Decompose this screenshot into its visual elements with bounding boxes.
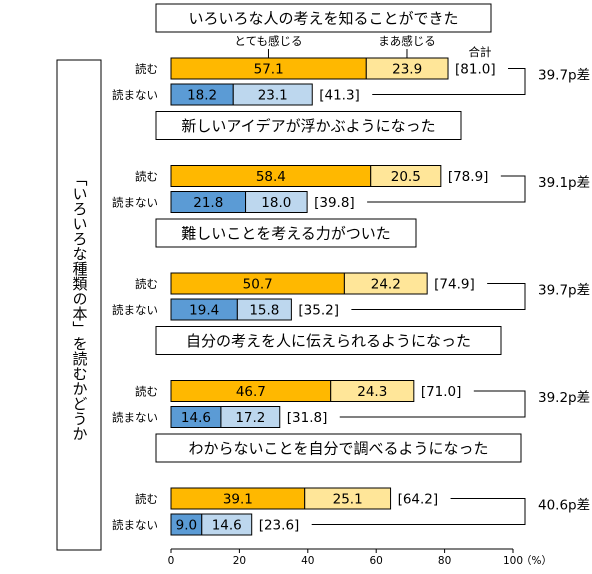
group-title: 難しいことを考える力がついた <box>181 225 391 243</box>
total-label-not_read: [23.6] <box>259 518 300 534</box>
bar-read-mild <box>330 380 415 402</box>
data-label-not_read-mild: 15.8 <box>249 303 279 319</box>
diff-label: 40.6p差 <box>538 498 590 514</box>
diff-label: 39.1p差 <box>538 175 590 191</box>
diff-bracket <box>339 390 526 418</box>
data-label-not_read-strong: 18.2 <box>187 88 217 104</box>
data-label-read-strong: 50.7 <box>243 277 273 293</box>
total-label-not_read: [39.8] <box>314 195 355 211</box>
data-label-not_read-mild: 23.1 <box>258 88 288 104</box>
x-unit-label: （%） <box>521 555 552 567</box>
total-label-not_read: [31.8] <box>287 410 328 426</box>
group-title: 新しいアイデアが浮かぶようになった <box>181 117 435 135</box>
row-label-read: 読む <box>135 385 158 399</box>
bar-read-mild <box>370 165 442 187</box>
data-label-not_read-mild: 17.2 <box>235 410 265 426</box>
total-label-read: [78.9] <box>448 169 489 185</box>
data-label-not_read-strong: 19.4 <box>189 303 219 319</box>
bar-not_read-mild <box>220 406 281 428</box>
group-title-box <box>155 326 502 355</box>
group-title-box <box>155 111 462 140</box>
bar-not_read-mild <box>245 191 308 213</box>
data-label-not_read-strong: 21.8 <box>193 195 223 211</box>
row-label-read: 読む <box>135 62 158 76</box>
total-label-not_read: [35.2] <box>298 303 339 319</box>
x-tick-label: 60 <box>370 555 383 567</box>
data-label-not_read-strong: 14.6 <box>181 410 211 426</box>
x-tick-label: 80 <box>438 555 451 567</box>
legend-total: 合計 <box>469 45 492 59</box>
row-label-not_read: 読まない <box>112 303 158 317</box>
legend-mild: まあ感じる <box>378 34 436 48</box>
data-label-not_read-strong: 9.0 <box>176 518 197 534</box>
total-label-not_read: [41.3] <box>319 88 360 104</box>
legend-strong: とても感じる <box>234 34 302 48</box>
x-tick-label: 20 <box>233 555 246 567</box>
total-label-read: [81.0] <box>455 62 496 78</box>
row-label-read: 読む <box>135 277 158 291</box>
bar-read-mild <box>365 57 449 80</box>
bar-read-mild <box>343 272 428 295</box>
total-label-read: [74.9] <box>434 277 475 293</box>
bar-not_read-mild <box>236 298 292 321</box>
data-label-read-strong: 39.1 <box>223 492 253 508</box>
row-label-not_read: 読まない <box>112 518 158 532</box>
data-label-read-strong: 58.4 <box>256 169 286 185</box>
diff-bracket <box>351 283 526 310</box>
row-label-read: 読む <box>135 492 158 506</box>
bar-read-mild <box>304 487 392 510</box>
x-tick-label: 40 <box>301 555 314 567</box>
group-title-box <box>155 433 522 463</box>
diff-bracket <box>367 175 526 203</box>
side-label: 「いろいろな種類の本」を読むかどうか <box>71 171 89 441</box>
group-title-box <box>155 218 417 248</box>
group-title: 自分の考えを人に伝えられるようになった <box>186 332 471 350</box>
row-label-not_read: 読まない <box>112 196 158 210</box>
data-label-not_read-mild: 14.6 <box>212 518 242 534</box>
group-title: わからないことを自分で調べるようになった <box>188 440 488 458</box>
data-label-read-strong: 57.1 <box>254 62 284 78</box>
diff-bracket <box>372 68 526 95</box>
data-label-read-mild: 23.9 <box>392 62 422 78</box>
data-label-read-mild: 20.5 <box>391 169 421 185</box>
data-label-read-strong: 46.7 <box>236 384 266 400</box>
diff-label: 39.7p差 <box>538 283 590 299</box>
row-label-not_read: 読まない <box>112 411 158 425</box>
data-label-read-mild: 24.2 <box>371 277 401 293</box>
x-tick-label: 0 <box>168 555 175 567</box>
data-label-read-mild: 24.3 <box>357 384 387 400</box>
row-label-read: 読む <box>135 170 158 184</box>
diff-label: 39.2p差 <box>538 390 590 406</box>
data-label-not_read-mild: 18.0 <box>261 195 291 211</box>
group-title: いろいろな人の考えを知ることができた <box>188 10 458 28</box>
bar-not_read-mild <box>201 513 253 536</box>
group-title-box <box>155 3 492 33</box>
bar-not_read-mild <box>232 83 313 106</box>
total-label-read: [64.2] <box>398 492 439 508</box>
side-label-box <box>56 59 102 551</box>
total-label-read: [71.0] <box>421 384 462 400</box>
x-tick-label: 100 <box>503 555 523 567</box>
data-label-read-mild: 25.1 <box>333 492 363 508</box>
diff-bracket <box>311 498 526 525</box>
row-label-not_read: 読まない <box>112 88 158 102</box>
diff-label: 39.7p差 <box>538 68 590 84</box>
